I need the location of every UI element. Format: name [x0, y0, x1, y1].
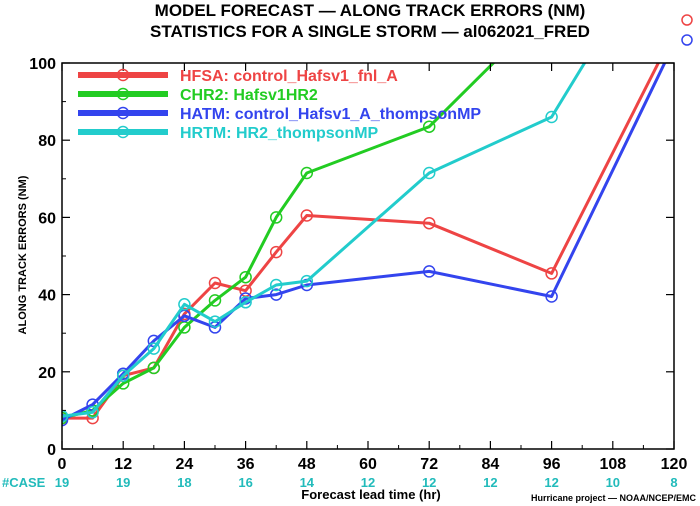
series-point [269, 245, 283, 259]
case-count-label: 16 [238, 475, 252, 490]
series-point [422, 216, 436, 230]
x-tick-label: 24 [176, 456, 194, 473]
series-point [208, 276, 222, 290]
series-point [300, 166, 314, 180]
legend: HFSA: control_Hafsv1_fnl_A CHR2: Hafsv1HR… [78, 68, 481, 142]
case-label: #CASE [2, 475, 46, 490]
corner-markers [681, 14, 693, 46]
chart-subtitle: STATISTICS FOR A SINGLE STORM — al062021… [150, 22, 590, 41]
x-tick-label: 0 [58, 456, 67, 473]
legend-label: HRTM: HR2_thompsonMP [180, 125, 379, 142]
case-count-label: 12 [544, 475, 558, 490]
legend-label: CHR2: Hafsv1HR2 [180, 87, 318, 104]
series-point [545, 110, 558, 124]
series-point [669, 27, 680, 38]
series-point [147, 342, 161, 355]
series-point [607, 11, 618, 22]
series-point [239, 270, 252, 284]
series-point [116, 369, 130, 382]
legend-marker [116, 125, 130, 139]
legend-label: HFSA: control_Hafsv1_fnl_A [180, 68, 398, 85]
series-point [178, 298, 191, 311]
case-count-label: 18 [177, 475, 191, 490]
series-point [208, 315, 222, 328]
x-tick-label: 60 [359, 456, 377, 473]
legend-marker [116, 106, 130, 120]
case-count-label: 12 [422, 475, 436, 490]
case-count-label: 10 [606, 475, 620, 490]
x-tick-label: 84 [482, 456, 500, 473]
case-count-label: 8 [670, 475, 677, 490]
legend-label: HATM: control_Hafsv1_A_thompsonMP [180, 106, 481, 123]
series-point [147, 361, 161, 375]
legend-marker [116, 87, 130, 101]
series-point [422, 166, 436, 180]
series-point [545, 290, 558, 303]
series-point [62, 413, 69, 427]
series-point [62, 409, 69, 423]
x-tick-label: 48 [298, 456, 316, 473]
case-count-label: 12 [361, 475, 375, 490]
x-tick-label: 36 [237, 456, 255, 473]
chart-title: MODEL FORECAST — ALONG TRACK ERRORS (NM) [155, 1, 586, 20]
series-point [545, 267, 558, 280]
case-count-label: 19 [55, 475, 69, 490]
plot-area: 0191219241836164814601272128412961210810… [29, 11, 688, 490]
series-point [669, 38, 680, 49]
series-line-2 [62, 63, 667, 422]
y-tick-label: 100 [29, 56, 56, 73]
x-tick-label: 72 [420, 456, 438, 473]
x-tick-label: 120 [661, 456, 688, 473]
series-line-1 [62, 63, 496, 420]
case-count-label: 19 [116, 475, 130, 490]
series-point [86, 406, 99, 419]
corner-marker-blue [681, 34, 693, 46]
series-point [422, 120, 436, 133]
corner-marker-red [681, 14, 693, 26]
case-count-label: 12 [483, 475, 497, 490]
x-tick-label: 96 [543, 456, 561, 473]
series-point [269, 288, 283, 301]
case-count-label: 14 [300, 475, 315, 490]
series-group [62, 11, 680, 427]
y-tick-label: 0 [47, 442, 56, 459]
series-point [208, 294, 222, 307]
credit-text: Hurricane project — NOAA/NCEP/EMC [531, 493, 697, 503]
x-tick-label: 12 [114, 456, 132, 473]
y-axis-label: ALONG TRACK ERRORS (NM) [17, 175, 29, 334]
series-line-3 [62, 63, 587, 418]
y-tick-label: 80 [38, 133, 56, 150]
y-tick-label: 20 [38, 365, 56, 382]
y-tick-label: 60 [38, 210, 56, 227]
series-point [269, 278, 283, 292]
x-axis-label: Forecast lead time (hr) [301, 487, 440, 502]
series-point [269, 211, 283, 224]
y-tick-label: 40 [38, 288, 56, 305]
series-point [300, 274, 314, 288]
x-tick-label: 108 [599, 456, 626, 473]
legend-marker [116, 68, 130, 82]
series-point [422, 265, 436, 278]
series-point [300, 209, 314, 222]
series-point [239, 296, 252, 309]
